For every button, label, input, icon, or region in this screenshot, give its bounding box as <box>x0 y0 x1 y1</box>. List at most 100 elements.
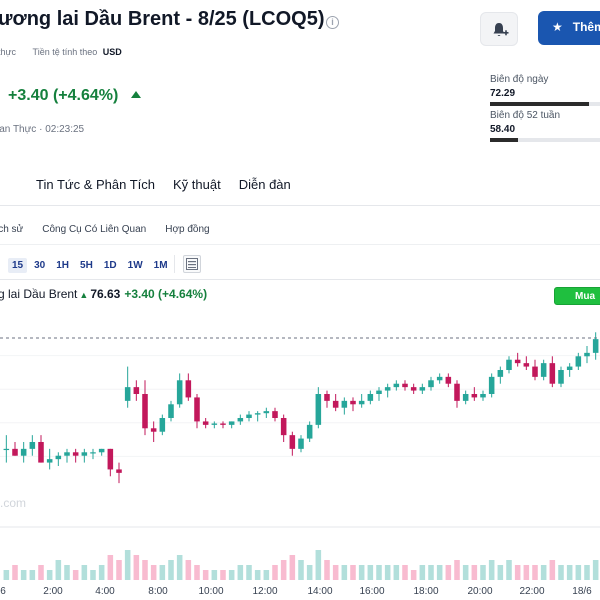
candle <box>506 359 512 370</box>
watchlist-button-label: Thêm <box>572 20 600 34</box>
x-tick-label: 2:00 <box>43 586 63 597</box>
price-chart[interactable] <box>0 300 600 580</box>
volume-bar <box>272 565 278 580</box>
subtabs-divider <box>0 244 600 245</box>
volume-bar <box>350 565 356 580</box>
candle <box>384 387 391 391</box>
candle <box>55 455 62 460</box>
x-tick-label: 22:00 <box>519 586 545 597</box>
candle <box>64 452 70 456</box>
candle <box>566 366 573 370</box>
volume-bar <box>558 565 564 580</box>
chart-grid <box>0 355 600 528</box>
volume-bar <box>402 565 408 580</box>
candle <box>471 394 478 398</box>
timeframe-toolbar: 15 30 1H 5H 1D 1W 1M <box>8 255 175 273</box>
volume-bar <box>81 565 88 580</box>
timeframe-30[interactable]: 30 <box>34 260 46 271</box>
candle <box>584 352 590 357</box>
candle <box>133 387 140 394</box>
volume-bar <box>254 570 261 580</box>
legend-last-price: 76.63 <box>90 287 121 301</box>
candle <box>98 448 105 453</box>
volume-bar <box>280 560 287 580</box>
week52-range-label: Biên độ 52 tuần <box>490 110 561 121</box>
legend-change: +3.40 (+4.64%) <box>124 287 208 301</box>
timeframe-1m[interactable]: 1M <box>153 260 168 271</box>
candle <box>272 411 278 418</box>
candle <box>306 424 313 439</box>
timeframe-15[interactable]: 15 <box>8 258 28 273</box>
legend-instrument: g lai Dầu Brent <box>0 287 78 301</box>
change-value: +3.40 <box>8 87 49 104</box>
candle <box>29 442 36 449</box>
volume-bars <box>3 550 599 580</box>
subtab-related-tools[interactable]: Công Cụ Có Liên Quan <box>42 224 147 235</box>
volume-bar <box>575 565 582 580</box>
x-tick-label: 8:00 <box>148 586 168 597</box>
chart-type-icon <box>186 258 198 270</box>
timeframe-1d[interactable]: 1D <box>103 260 117 271</box>
currency-label: Tiền tệ tính theo <box>32 47 98 57</box>
volume-bar <box>454 560 460 580</box>
volume-bar <box>341 565 348 580</box>
volume-bar <box>72 570 79 580</box>
bell-plus-icon <box>493 23 509 36</box>
volume-bar <box>55 560 62 580</box>
main-tabs: Tin Tức & Phân Tích Kỹ thuật Diễn đàn <box>0 176 309 196</box>
timeframe-1w[interactable]: 1W <box>127 260 143 271</box>
volume-bar <box>211 570 218 580</box>
x-tick-label: 4:00 <box>95 586 115 597</box>
candle <box>315 394 322 425</box>
volume-bar <box>20 570 27 580</box>
candle <box>142 394 148 429</box>
volume-bar <box>410 570 417 580</box>
candle <box>540 363 547 377</box>
toolbar-divider <box>0 279 600 280</box>
volume-bar <box>549 560 556 580</box>
tab-forum[interactable]: Diễn đàn <box>238 177 291 192</box>
volume-bar <box>98 565 105 580</box>
volume-bar <box>445 565 452 580</box>
subtab-contracts[interactable]: Hợp đồng <box>165 224 210 235</box>
volume-bar <box>332 565 339 580</box>
candle <box>228 421 235 425</box>
add-to-watchlist-button[interactable]: ★ Thêm <box>538 11 600 45</box>
candle <box>428 380 434 388</box>
realtime-timestamp: ian Thực · 02:23:25 <box>0 124 85 135</box>
candle <box>488 376 495 394</box>
volume-bar <box>246 565 252 580</box>
sub-tabs: ịch sử Công Cụ Có Liên Quan Hợp đồng <box>0 219 229 237</box>
candle <box>332 400 339 408</box>
candle <box>480 394 486 398</box>
day-range-low: 72.29 <box>490 88 516 99</box>
tab-technical[interactable]: Kỹ thuật <box>173 177 221 192</box>
day-range-fill <box>490 102 589 106</box>
buy-button[interactable]: Mua <box>554 287 600 305</box>
candle <box>116 469 122 473</box>
tabs-divider <box>0 205 600 206</box>
volume-bar <box>506 560 512 580</box>
candle <box>237 418 244 422</box>
volume-bar <box>592 560 599 580</box>
create-alert-button[interactable] <box>480 12 518 46</box>
candle <box>159 418 166 432</box>
subtab-history[interactable]: ịch sử <box>0 224 24 235</box>
timeframe-1h[interactable]: 1H <box>56 260 70 271</box>
volume-bar <box>393 565 400 580</box>
candle <box>532 366 538 377</box>
tab-news-analysis[interactable]: Tin Tức & Phân Tích <box>36 177 156 192</box>
candle <box>298 438 304 449</box>
x-tick-label: 10:00 <box>198 586 224 597</box>
volume-bar <box>176 555 183 580</box>
volume-bar <box>220 570 226 580</box>
star-icon: ★ <box>552 20 563 34</box>
volume-bar <box>142 560 148 580</box>
info-icon[interactable]: i <box>326 16 339 29</box>
candle <box>497 370 504 377</box>
candle <box>72 452 79 456</box>
volume-bar <box>315 550 322 580</box>
timeframe-5h[interactable]: 5H <box>80 260 93 271</box>
volume-bar <box>159 565 166 580</box>
candle <box>81 452 88 456</box>
